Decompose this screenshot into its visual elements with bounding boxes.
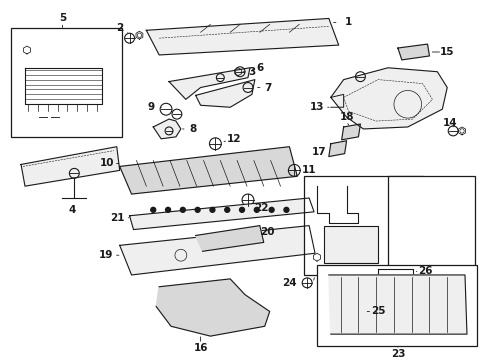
Circle shape (209, 207, 214, 212)
Text: 11: 11 (301, 165, 316, 175)
Bar (441, 235, 459, 253)
Polygon shape (129, 198, 313, 230)
Polygon shape (195, 80, 254, 107)
Polygon shape (156, 279, 269, 336)
Text: 13: 13 (309, 102, 324, 112)
Text: 9: 9 (147, 102, 155, 112)
Polygon shape (328, 275, 466, 334)
Bar (441, 194, 459, 214)
Polygon shape (397, 44, 428, 60)
Text: 19: 19 (99, 250, 113, 260)
Text: 5: 5 (59, 13, 66, 23)
Polygon shape (146, 18, 338, 55)
Polygon shape (328, 141, 346, 157)
Text: 18: 18 (339, 112, 353, 122)
Circle shape (268, 207, 274, 212)
Text: 8: 8 (189, 124, 196, 134)
Text: 15: 15 (439, 47, 453, 57)
Circle shape (195, 207, 200, 212)
Text: 22: 22 (254, 203, 268, 213)
Polygon shape (169, 68, 249, 99)
Text: 17: 17 (311, 147, 325, 157)
Polygon shape (341, 124, 360, 140)
Circle shape (224, 207, 229, 212)
Text: 7: 7 (264, 82, 271, 93)
Text: 4: 4 (68, 205, 76, 215)
Polygon shape (195, 226, 263, 251)
Circle shape (254, 207, 259, 212)
Text: 20: 20 (260, 226, 274, 237)
Polygon shape (120, 226, 314, 275)
Bar (11, 28, 122, 137)
Polygon shape (21, 147, 120, 186)
Text: 1: 1 (344, 17, 351, 27)
Text: 24: 24 (282, 278, 296, 288)
Polygon shape (120, 147, 297, 194)
Bar (316, 265, 476, 346)
Text: 26: 26 (417, 266, 432, 276)
Circle shape (165, 207, 170, 212)
Circle shape (284, 207, 288, 212)
Bar (323, 226, 377, 263)
Circle shape (150, 207, 155, 212)
Text: 23: 23 (390, 349, 405, 359)
Text: 2: 2 (116, 23, 123, 33)
Polygon shape (330, 68, 447, 129)
Text: 10: 10 (100, 158, 114, 168)
Text: 6: 6 (256, 63, 263, 73)
Circle shape (239, 207, 244, 212)
Polygon shape (153, 119, 181, 139)
Text: 3: 3 (248, 67, 255, 77)
Bar (304, 176, 422, 275)
Bar (387, 176, 474, 275)
Text: 14: 14 (442, 118, 457, 128)
Text: 27: 27 (429, 276, 444, 286)
Text: 16: 16 (193, 343, 207, 353)
Text: 21: 21 (110, 213, 125, 223)
Circle shape (180, 207, 185, 212)
Text: 25: 25 (370, 306, 385, 316)
Text: 12: 12 (226, 134, 241, 144)
